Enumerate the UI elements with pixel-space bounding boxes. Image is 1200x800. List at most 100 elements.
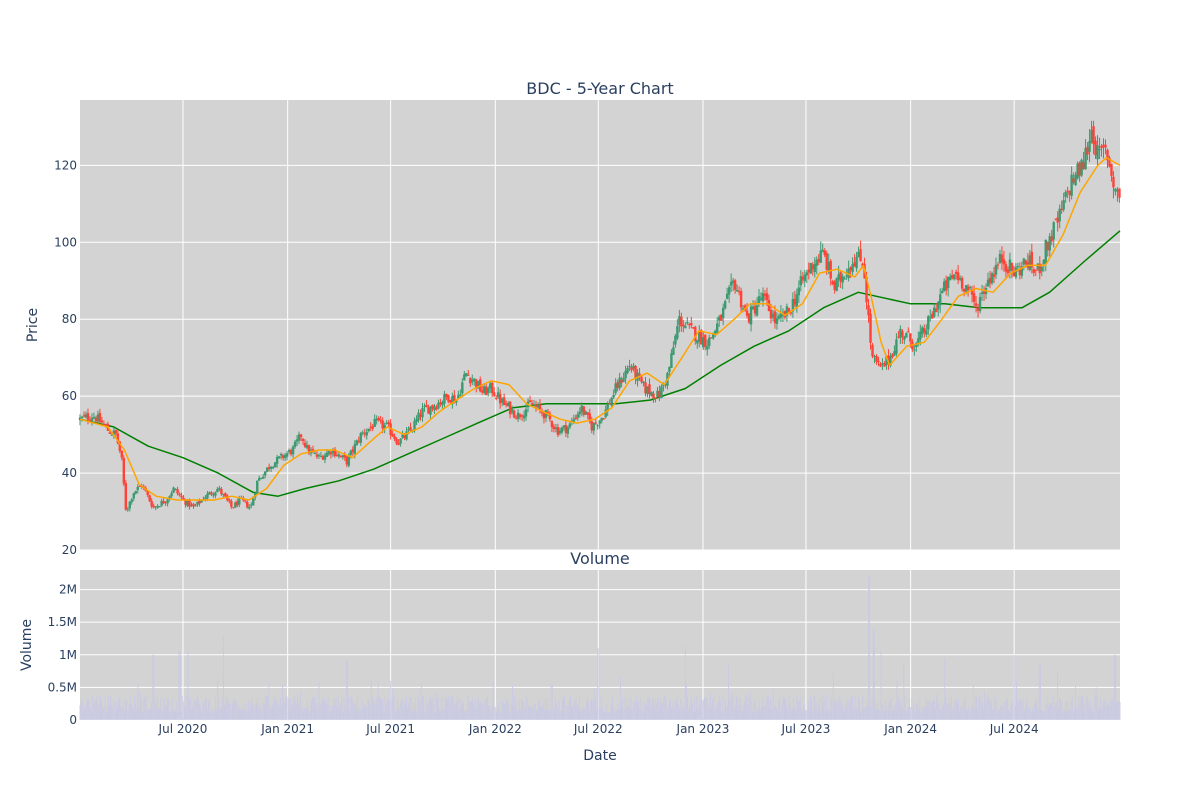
volume-bar <box>1011 701 1013 720</box>
candle-body <box>1056 217 1059 223</box>
candle-body <box>439 402 442 405</box>
volume-bar <box>768 696 769 720</box>
volume-bar <box>368 700 370 720</box>
candle-body <box>349 450 353 455</box>
volume-bar <box>852 696 854 720</box>
candle-body <box>156 506 159 508</box>
candle-body <box>684 325 687 329</box>
volume-bar <box>418 690 420 720</box>
volume-bar <box>708 704 710 720</box>
volume-bar <box>823 697 825 720</box>
volume-bar <box>862 694 864 720</box>
volume-bar <box>1041 710 1042 720</box>
candle-body <box>1042 259 1045 264</box>
volume-bar <box>344 705 346 720</box>
volume-bar <box>576 704 578 720</box>
volume-bar <box>240 708 241 720</box>
volume-bar <box>920 711 922 720</box>
volume-bar <box>925 697 926 720</box>
candle-body <box>990 273 994 284</box>
volume-bar <box>303 707 305 720</box>
volume-bar <box>309 710 311 720</box>
volume-bar <box>686 684 687 720</box>
volume-bar <box>300 690 302 720</box>
volume-bar <box>1046 697 1048 720</box>
volume-bar <box>420 682 422 720</box>
candle-body <box>114 429 118 434</box>
volume-bar <box>654 707 656 720</box>
candle-body <box>610 397 613 406</box>
candle-body <box>909 333 912 342</box>
volume-bar <box>105 712 107 720</box>
volume-bar <box>631 709 633 720</box>
volume-bar <box>910 706 912 720</box>
candle-body <box>664 383 667 386</box>
candle-body <box>210 492 213 495</box>
date-tick-label: Jul 2021 <box>365 722 415 736</box>
volume-bar <box>475 707 477 720</box>
candle-body <box>943 281 946 291</box>
volume-bar <box>622 699 624 720</box>
volume-bar <box>275 697 277 720</box>
candle-body <box>915 343 918 348</box>
candle-body <box>542 411 546 419</box>
volume-bar <box>733 708 735 720</box>
volume-bar <box>673 706 675 720</box>
candle-body <box>980 292 984 295</box>
candle-body <box>1082 162 1085 169</box>
volume-bar <box>583 709 585 720</box>
volume-bar <box>507 699 509 720</box>
volume-bar <box>342 711 344 720</box>
candle-body <box>415 419 418 423</box>
volume-bar <box>766 695 768 720</box>
candle-body <box>592 423 595 431</box>
candle-body <box>604 409 607 418</box>
volume-bar <box>417 697 419 720</box>
volume-bar <box>1082 695 1083 720</box>
candle-body <box>807 269 810 273</box>
volume-bar <box>565 711 567 720</box>
volume-bar <box>141 698 142 720</box>
volume-bar <box>104 696 106 720</box>
candle-body <box>327 450 331 455</box>
volume-bar <box>306 707 307 720</box>
volume-bar <box>866 702 868 720</box>
candle-body <box>925 330 928 335</box>
volume-bar <box>505 704 506 720</box>
candle-body <box>887 355 890 364</box>
volume-bar <box>1092 707 1094 720</box>
volume-bar <box>1010 705 1012 720</box>
volume-bar <box>754 698 756 720</box>
volume-bar <box>494 707 496 720</box>
candle-body <box>1000 254 1004 263</box>
candle-body <box>116 433 120 444</box>
candle-body <box>1104 144 1107 148</box>
volume-bar <box>245 703 247 720</box>
volume-bar <box>567 705 569 720</box>
volume-bar <box>630 698 632 720</box>
volume-bar <box>689 703 691 720</box>
volume-bar <box>1038 664 1040 720</box>
volume-bar <box>748 698 750 720</box>
volume-bar <box>1083 700 1084 720</box>
volume-bar <box>1066 710 1067 720</box>
candle-body <box>186 500 189 506</box>
long-moving-average <box>79 230 1121 497</box>
volume-bar <box>318 682 320 720</box>
candle-body <box>395 438 398 444</box>
volume-bar <box>835 698 836 720</box>
volume-bar <box>970 708 972 720</box>
volume-bar <box>1085 701 1087 720</box>
candle-body <box>837 274 840 280</box>
volume-bar <box>161 711 163 720</box>
volume-bar <box>735 704 736 720</box>
volume-bar <box>459 698 461 720</box>
candle-body <box>715 323 719 334</box>
volume-bar <box>1017 699 1018 720</box>
volume-bar <box>947 703 949 720</box>
volume-bar <box>760 710 761 720</box>
volume-bar <box>296 695 298 720</box>
volume-bar <box>385 704 387 720</box>
volume-bar <box>981 701 983 720</box>
volume-bar <box>788 695 790 720</box>
